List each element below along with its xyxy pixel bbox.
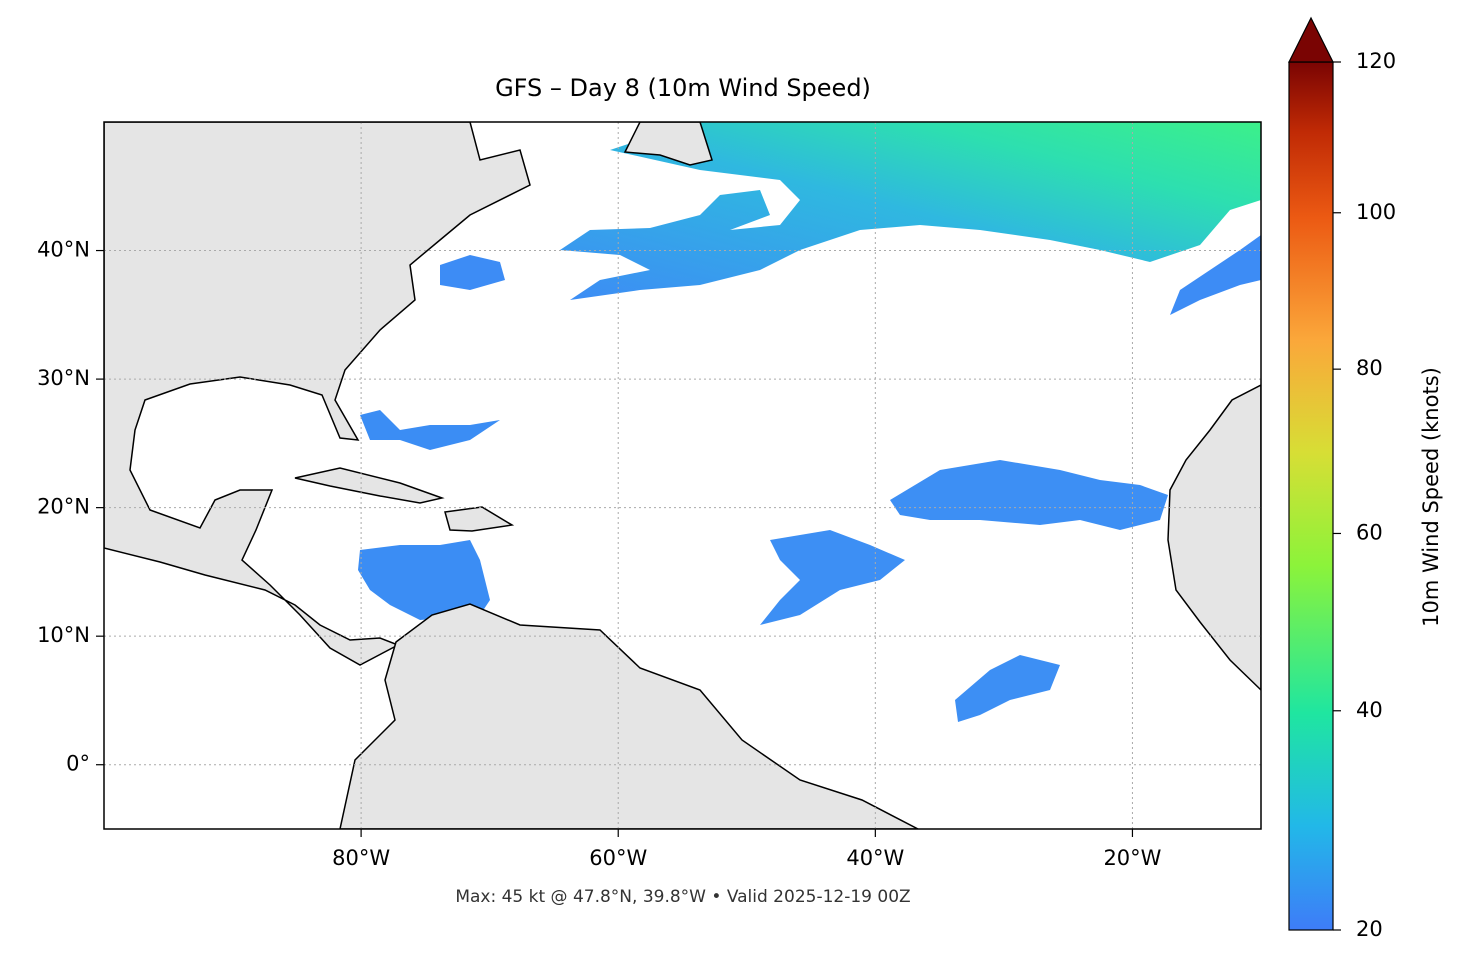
land [104, 122, 1261, 829]
y-tick-label: 20°N [37, 495, 90, 519]
plot-frame [103, 121, 1262, 830]
x-tick-label: 80°W [332, 846, 390, 870]
colorbar-tick-label: 100 [1356, 200, 1396, 224]
y-tick-label: 40°N [37, 238, 90, 262]
colorbar-tick-label: 80 [1356, 356, 1383, 380]
footnote: Max: 45 kt @ 47.8°N, 39.8°W • Valid 2025… [455, 887, 910, 907]
colorbar [1288, 61, 1334, 931]
hispaniola [444, 506, 515, 532]
north-america [104, 122, 531, 666]
colorbar-label: 10m Wind Speed (knots) [1419, 367, 1443, 627]
colorbar-extend [1288, 16, 1334, 63]
colorbar-tick-label: 20 [1356, 917, 1383, 941]
cuba [294, 467, 445, 504]
south-america [339, 603, 919, 829]
colorbar-tick-label: 40 [1356, 698, 1383, 722]
y-tick-label: 30°N [37, 366, 90, 390]
y-tick-label: 10°N [37, 623, 90, 647]
x-tick-label: 40°W [846, 846, 904, 870]
x-tick-label: 60°W [589, 846, 647, 870]
y-tick-label: 0° [66, 752, 90, 776]
colorbar-tick-label: 120 [1356, 49, 1396, 73]
africa [1167, 384, 1261, 692]
x-tick-label: 20°W [1103, 846, 1161, 870]
newfoundland [623, 122, 713, 166]
colorbar-tick-label: 60 [1356, 520, 1383, 544]
chart-title: GFS – Day 8 (10m Wind Speed) [495, 74, 871, 102]
map-area [104, 122, 1261, 829]
